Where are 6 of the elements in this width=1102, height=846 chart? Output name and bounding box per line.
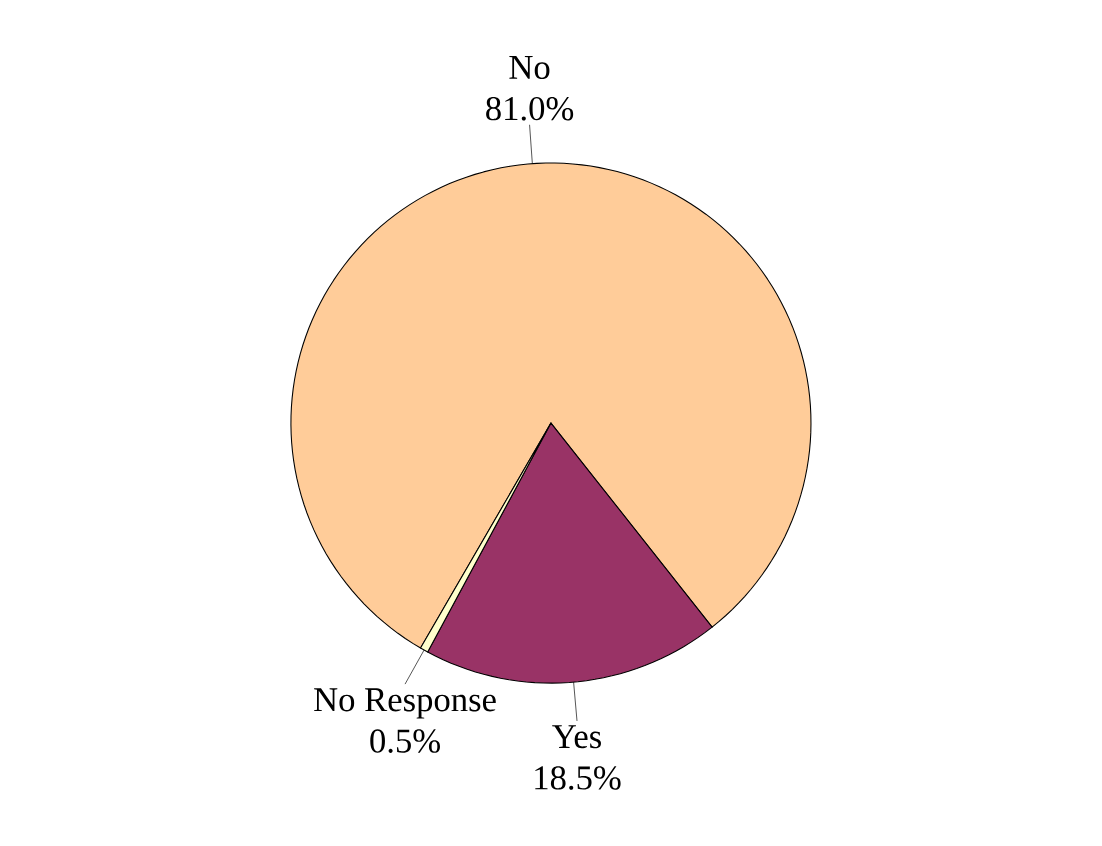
slice-label: No Response	[314, 688, 496, 719]
slice-label: Yes	[552, 725, 601, 749]
data-label: 18.5%	[535, 766, 621, 790]
data-label: 81.0%	[486, 96, 574, 121]
slice-label: No	[509, 55, 550, 80]
data-label: 0.5%	[370, 729, 440, 753]
